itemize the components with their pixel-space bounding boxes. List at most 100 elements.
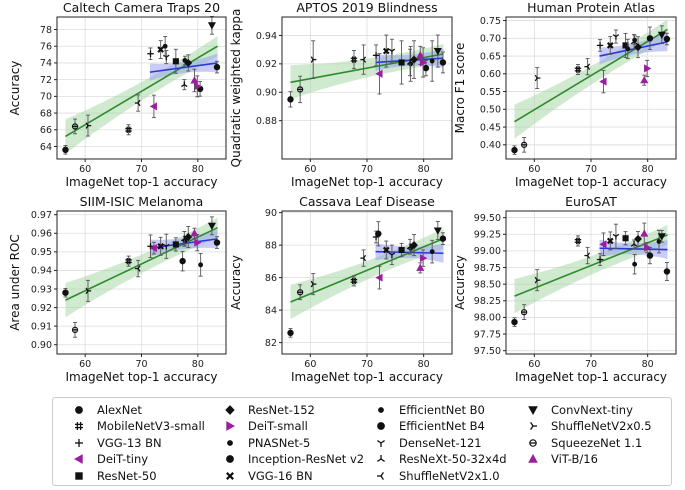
y-tick-label: 84: [265, 305, 277, 316]
legend-label: ConvNext-tiny: [551, 403, 633, 417]
legend: AlexNet MobileNetV3-small VGG-13 BN DeiT-ti…: [52, 397, 672, 486]
legend-marker: [226, 471, 234, 480]
legend-label: ViT-B/16: [551, 452, 598, 467]
data-point: [439, 59, 447, 66]
x-tick-label: 60: [304, 164, 316, 175]
y-tick-label: 0.94: [31, 266, 52, 277]
data-point: [134, 99, 141, 107]
legend-marker-icon: [377, 471, 384, 480]
x-tick-label: 70: [585, 164, 597, 175]
data-point: [296, 289, 304, 296]
legend-label: Inception-ResNet v2: [248, 452, 365, 467]
x-tick-label: 80: [642, 359, 654, 370]
data-point: [375, 273, 383, 282]
data-point: [134, 265, 141, 272]
data-point: [163, 243, 170, 250]
data-point: [612, 34, 620, 40]
data-point: [310, 56, 317, 63]
data-point: [398, 59, 405, 66]
data-point: [172, 241, 179, 248]
legend-marker-icon: [377, 455, 385, 463]
legend-marker: [75, 471, 83, 480]
legend-marker-icon: [378, 407, 384, 413]
x-tick-label: 60: [79, 359, 91, 370]
legend-label: ResNet-50: [97, 468, 157, 483]
chart-panel: 60 70 80 64 66 68 70 72 74 76 78 Caltech Camera Tra…: [8, 0, 227, 189]
legend-marker: [377, 439, 385, 447]
data-point: [382, 246, 390, 254]
legend-label: PNASNet-5: [248, 435, 311, 450]
chart-panel: 60 70 80 97.50 97.75 98.00 98.25 98.50 98.75 99.0…: [453, 194, 677, 384]
data-point: [375, 230, 382, 237]
legend-marker: [75, 406, 83, 414]
y-tick-label: 98.25: [474, 296, 501, 307]
data-point: [207, 22, 216, 30]
data-point: [71, 326, 79, 334]
data-point: [287, 96, 294, 103]
data-point: [422, 64, 430, 72]
x-tick-label: 70: [135, 359, 147, 370]
y-tick-label: 0.95: [31, 247, 52, 258]
y-tick-label: 0.75: [480, 16, 501, 27]
data-point: [634, 234, 642, 244]
y-tick-label: 0.88: [256, 116, 277, 127]
data-point: [62, 289, 69, 296]
regression-line-top: [149, 62, 218, 73]
data-point: [125, 126, 132, 133]
data-point: [520, 308, 528, 316]
y-tick-label: 0.55: [480, 87, 501, 98]
legend-marker: [75, 438, 83, 447]
figure-canvas: 60 70 80 64 66 68 70 72 74 76 78 Caltech Camera Tra…: [8, 0, 677, 384]
legend-marker-icon: [528, 406, 538, 416]
data-point: [663, 35, 671, 43]
data-point: [125, 257, 132, 265]
y-tick-label: 99.25: [474, 230, 501, 241]
y-axis-label: Accuracy: [453, 255, 467, 310]
legend-marker: [226, 455, 234, 464]
data-point: [372, 52, 380, 59]
data-point: [657, 233, 666, 241]
legend-label: EfficientNet B0: [399, 403, 485, 417]
data-point: [429, 58, 435, 64]
data-point: [85, 122, 92, 129]
legend-marker-icon: [225, 405, 235, 415]
y-tick-label: 0.90: [31, 340, 52, 351]
chart-panel: 60 70 80 0.88 0.90 0.92 0.94 APTOS 2019 Blindne…: [229, 0, 453, 189]
x-tick-label: 60: [304, 359, 316, 370]
data-point: [85, 287, 92, 295]
x-tick-label: 80: [418, 164, 430, 175]
regression-line-all: [290, 237, 444, 303]
legend-marker: [529, 438, 537, 447]
y-tick-label: 0.40: [480, 140, 501, 151]
data-point: [416, 51, 425, 59]
data-point: [429, 249, 435, 255]
data-point: [207, 222, 216, 231]
y-tick-label: 0.92: [31, 303, 52, 314]
legend-marker-icon: [73, 454, 83, 465]
y-tick-label: 0.50: [480, 105, 501, 116]
data-point: [296, 86, 304, 93]
y-tick-label: 0.96: [31, 229, 52, 240]
legend-label: ResNeXt-50-32x4d: [399, 452, 507, 467]
data-point: [62, 146, 69, 154]
data-point: [149, 102, 157, 111]
data-point: [181, 81, 188, 88]
chart-title: EuroSAT: [565, 194, 617, 209]
data-point: [310, 280, 317, 288]
x-tick-label: 70: [135, 164, 147, 175]
chart-panel: 60 70 80 0.90 0.91 0.92 0.93 0.94 0.95 0.96 0.97 SI…: [8, 194, 227, 384]
data-point: [157, 46, 164, 53]
data-point: [406, 59, 414, 65]
legend-label: ShuffleNetV2x0.5: [551, 419, 652, 434]
data-point: [162, 43, 168, 49]
legend-label: ResNet-152: [248, 403, 315, 417]
y-tick-label: 97.75: [474, 329, 501, 340]
legend-marker-icon: [530, 422, 537, 431]
data-point: [625, 46, 631, 52]
data-point: [350, 56, 358, 63]
data-point: [433, 227, 442, 235]
data-point: [71, 123, 79, 130]
x-tick-label: 80: [192, 164, 204, 175]
data-point: [181, 235, 188, 242]
legend-label: DenseNet-121: [399, 435, 482, 450]
